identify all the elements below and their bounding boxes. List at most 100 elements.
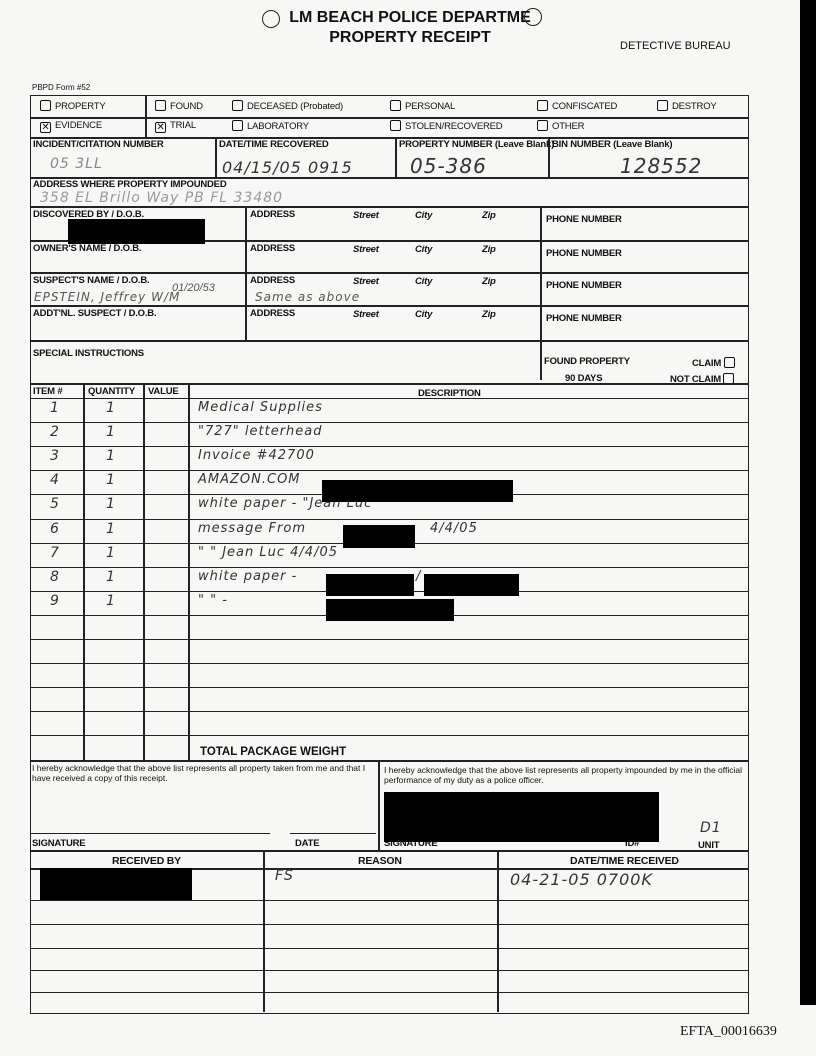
form-frame <box>30 95 749 1014</box>
checkbox-label: FOUND <box>170 101 203 112</box>
checkbox-stolen-recovered[interactable]: STOLEN/RECOVERED <box>390 120 503 132</box>
street-label: Street <box>353 210 379 221</box>
title: LM BEACH POLICE DEPARTME PROPERTY RECEIP… <box>260 8 560 48</box>
checkbox-box[interactable] <box>232 100 243 111</box>
item-description: white paper - <box>198 568 298 584</box>
checkbox-other[interactable]: OTHER <box>537 120 584 132</box>
item-description: AMAZON.COM <box>198 472 301 488</box>
officer-signature-label: SIGNATURE <box>384 838 438 849</box>
checkbox-trial[interactable]: ✕ TRIAL <box>155 120 196 133</box>
item-number: 3 <box>50 448 60 465</box>
property-number-value[interactable]: 05-386 <box>410 154 487 178</box>
checkbox-label: CONFISCATED <box>552 101 618 112</box>
ack-right: I hereby acknowledge that the above list… <box>384 765 742 785</box>
item-number: 1 <box>50 400 60 416</box>
item-description-extra: / <box>416 568 422 584</box>
checkbox-box[interactable] <box>537 120 548 131</box>
city-label: City <box>415 309 433 320</box>
item-quantity: 1 <box>106 400 116 416</box>
redaction <box>40 868 192 900</box>
address-label: ADDRESS <box>250 209 296 220</box>
checkbox-label: OTHER <box>552 121 585 132</box>
signature-label: SIGNATURE <box>32 838 86 849</box>
received-by-header: RECEIVED BY <box>112 855 181 867</box>
reason-header: REASON <box>358 855 402 867</box>
checkbox-confiscated[interactable]: CONFISCATED <box>537 100 617 112</box>
phone-label: PHONE NUMBER <box>546 214 622 225</box>
street-label: Street <box>353 309 379 320</box>
checkbox-found[interactable]: FOUND <box>155 100 203 112</box>
checkbox-box[interactable]: ✕ <box>155 122 166 133</box>
suspect-label: SUSPECT'S NAME / D.O.B. <box>33 275 150 286</box>
value-header: VALUE <box>148 386 179 397</box>
reason-value[interactable]: FS <box>275 868 294 884</box>
addtl-label: ADDT'NL. SUSPECT / D.O.B. <box>33 308 157 319</box>
scan-edge <box>800 0 816 1005</box>
checkbox-box[interactable] <box>657 100 668 111</box>
ninety-days-label: 90 DAYS <box>565 373 603 384</box>
incident-value[interactable]: 05 3LL <box>50 156 103 172</box>
date-recovered-label: DATE/TIME RECOVERED <box>219 139 329 150</box>
checkbox-personal[interactable]: PERSONAL <box>390 100 455 112</box>
checkbox-property[interactable]: PROPERTY <box>40 100 106 112</box>
claim-checkbox[interactable]: CLAIM <box>692 357 739 369</box>
form-number: PBPD Form #52 <box>32 83 91 92</box>
checkbox-label: EVIDENCE <box>55 120 102 131</box>
suspect-address[interactable]: Same as above <box>255 290 361 304</box>
item-quantity: 1 <box>106 592 116 609</box>
checkbox-box[interactable] <box>390 100 401 111</box>
address-impounded-value[interactable]: 358 EL Brillo Way PB FL 33480 <box>40 190 284 206</box>
datetime-received-header: DATE/TIME RECEIVED <box>570 855 679 867</box>
item-number: 2 <box>50 424 60 441</box>
checkbox-evidence[interactable]: ✕ EVIDENCE <box>40 120 102 133</box>
item-quantity: 1 <box>106 544 116 561</box>
checkbox-label: DESTROY <box>672 101 717 112</box>
seal-left <box>262 10 280 28</box>
checkbox-box[interactable] <box>390 120 401 131</box>
seal-right <box>524 8 542 26</box>
item-number: 5 <box>50 496 60 513</box>
redaction <box>424 574 519 596</box>
checkbox-label: LABORATORY <box>247 121 309 132</box>
city-label: City <box>415 276 433 287</box>
checkbox-deceased-probated-[interactable]: DECEASED (Probated) <box>232 100 343 112</box>
datetime-received-value[interactable]: 04-21-05 0700K <box>510 870 653 889</box>
zip-label: Zip <box>482 276 496 287</box>
checkbox-label: PERSONAL <box>405 101 456 112</box>
item-quantity: 1 <box>106 472 116 489</box>
title-line1: LM BEACH POLICE DEPARTME <box>289 9 531 26</box>
checkbox-box[interactable] <box>537 100 548 111</box>
checkbox-laboratory[interactable]: LABORATORY <box>232 120 309 132</box>
checkbox-destroy[interactable]: DESTROY <box>657 100 717 112</box>
date-label: DATE <box>295 838 320 849</box>
property-number-label: PROPERTY NUMBER (Leave Blank) <box>399 139 555 150</box>
checkbox-box[interactable] <box>40 100 51 111</box>
found-property-label: FOUND PROPERTY <box>544 356 630 367</box>
checkbox-box[interactable]: ✕ <box>40 122 51 133</box>
checkbox-label: STOLEN/RECOVERED <box>405 121 503 132</box>
checkbox-box[interactable] <box>155 100 166 111</box>
checkbox-box[interactable] <box>232 120 243 131</box>
phone-label: PHONE NUMBER <box>546 248 622 259</box>
incident-label: INCIDENT/CITATION NUMBER <box>33 139 164 150</box>
bureau: DETECTIVE BUREAU <box>620 40 731 52</box>
item-description: Invoice #42700 <box>198 448 315 464</box>
redaction <box>326 599 454 621</box>
suspect-name[interactable]: EPSTEIN, Jeffrey W/M <box>34 290 181 304</box>
redaction <box>384 792 659 842</box>
suspect-dob[interactable]: 01/20/53 <box>172 282 215 294</box>
bin-number-value[interactable]: 128552 <box>620 154 703 178</box>
document-id: EFTA_00016639 <box>680 1024 777 1039</box>
item-header: ITEM # <box>33 386 63 397</box>
item-quantity: 1 <box>106 496 116 513</box>
item-quantity: 1 <box>106 424 116 441</box>
unit-value[interactable]: D1 <box>700 820 722 836</box>
date-recovered-value[interactable]: 04/15/05 0915 <box>222 158 353 177</box>
street-label: Street <box>353 276 379 287</box>
item-description: "727" letterhead <box>198 424 323 440</box>
address-label: ADDRESS <box>250 308 296 319</box>
quantity-header: QUANTITY <box>88 386 135 397</box>
item-quantity: 1 <box>106 520 116 537</box>
zip-label: Zip <box>482 244 496 255</box>
redaction <box>343 525 415 548</box>
